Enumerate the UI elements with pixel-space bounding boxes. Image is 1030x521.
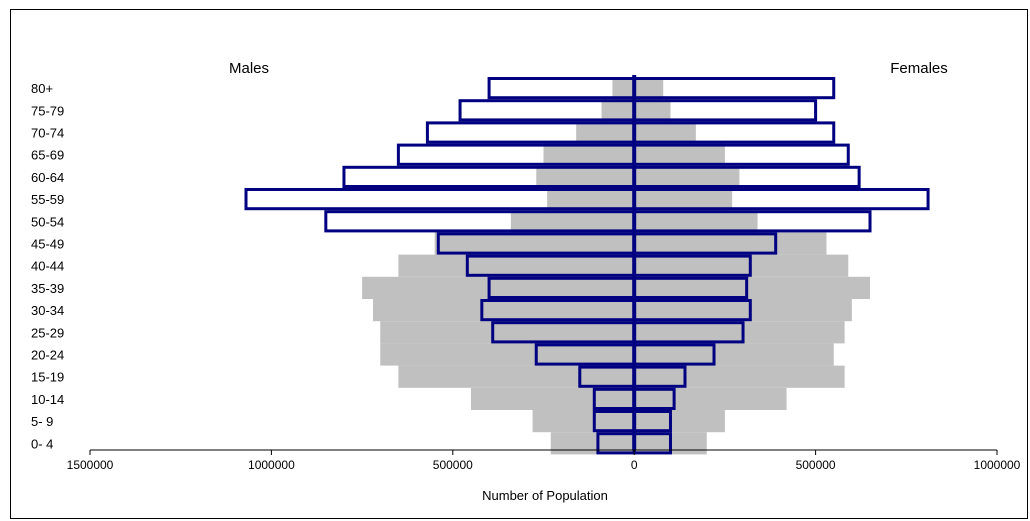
category-label: 55-59 [31, 192, 64, 207]
gray-bar-males [550, 432, 635, 455]
gray-bar-males [601, 99, 635, 122]
x-tick-label: 1000000 [248, 458, 295, 472]
females-label: Females [890, 60, 948, 77]
category-label: 30-34 [31, 303, 64, 318]
gray-bar-females [634, 321, 845, 344]
category-label: 65-69 [31, 148, 64, 163]
gray-bar-males [510, 210, 635, 233]
gray-bar-males [372, 299, 635, 322]
gray-bar-males [536, 165, 635, 188]
category-label: 0- 4 [31, 436, 53, 451]
category-label: 80+ [31, 81, 53, 96]
gray-bar-males [362, 276, 635, 299]
x-tick-label: 500000 [433, 458, 473, 472]
category-label: 45-49 [31, 237, 64, 252]
x-tick-label: 1500000 [67, 458, 114, 472]
gray-bar-males [434, 232, 635, 255]
gray-bar-females [634, 254, 849, 277]
category-label: 25-29 [31, 325, 64, 340]
gray-bar-males [398, 365, 635, 388]
category-label: 70-74 [31, 126, 64, 141]
outline-bar-males [487, 77, 636, 100]
gray-bar-males [612, 77, 635, 100]
gray-bar-males [380, 321, 635, 344]
category-label: 10-14 [31, 392, 64, 407]
gray-bar-males [547, 188, 635, 211]
category-label: 20-24 [31, 348, 64, 363]
category-label: 40-44 [31, 259, 64, 274]
gray-bar-females [634, 365, 845, 388]
outline-bar-females [632, 77, 836, 100]
bars-group [244, 77, 930, 455]
gray-bar-females [634, 143, 725, 166]
category-label: 50-54 [31, 214, 64, 229]
gray-bar-females [634, 121, 696, 144]
gray-bar-males [532, 410, 635, 433]
gray-bar-males [380, 343, 635, 366]
gray-bar-females [634, 188, 733, 211]
gray-bar-males [576, 121, 635, 144]
gray-bar-males [470, 387, 635, 410]
males-label: Males [229, 60, 269, 77]
gray-bar-females [634, 232, 827, 255]
gray-bar-females [634, 410, 725, 433]
x-axis-title: Number of Population [482, 488, 608, 503]
axes-group [89, 75, 998, 455]
chart-frame [10, 9, 1028, 519]
labels-group: 1500000 1000000 500000 0 500000 1000000 80+ 75-… [31, 81, 1021, 472]
gray-bar-females [634, 99, 671, 122]
x-tick-label: 0 [631, 458, 638, 472]
x-tick-label: 500000 [796, 458, 836, 472]
gray-bar-females [634, 299, 852, 322]
category-label: 5- 9 [31, 414, 53, 429]
category-label: 35-39 [31, 281, 64, 296]
gray-bar-females [634, 387, 787, 410]
x-tick-label: 1000000 [974, 458, 1021, 472]
gray-bar-males [543, 143, 635, 166]
category-label: 75-79 [31, 103, 64, 118]
gray-bar-males [398, 254, 635, 277]
gray-bar-females [634, 343, 834, 366]
gray-bar-females [634, 276, 871, 299]
category-label: 60-64 [31, 170, 64, 185]
gray-bar-females [634, 77, 664, 100]
gray-bar-females [634, 210, 758, 233]
category-label: 15-19 [31, 370, 64, 385]
gray-bar-females [634, 165, 740, 188]
